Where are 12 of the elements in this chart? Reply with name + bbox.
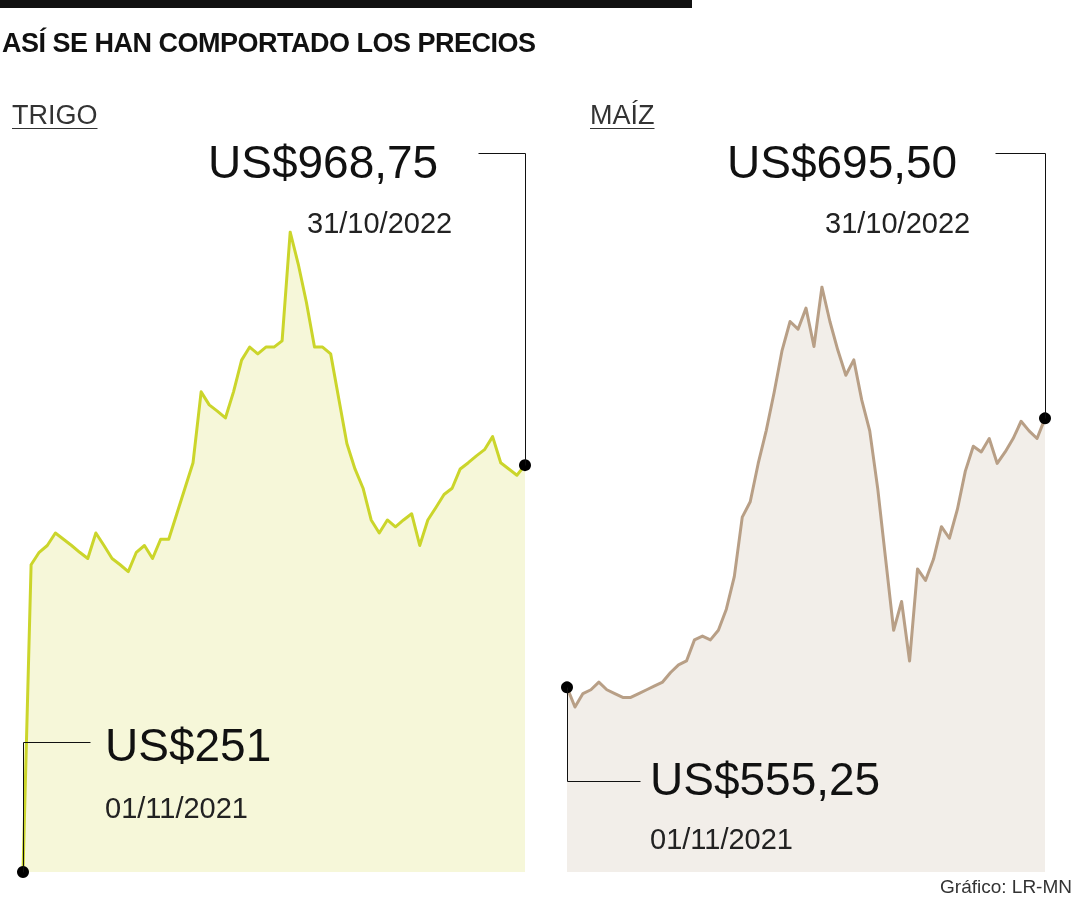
chart-subtitle: MAÍZ (590, 100, 655, 131)
annotation: 01/11/2021 (105, 791, 248, 824)
data-label: US$251 (105, 719, 272, 771)
chart-subtitle: TRIGO (12, 100, 98, 131)
data-label: US$555,25 (650, 753, 881, 806)
chart-title: ASÍ SE HAN COMPORTADO LOS PRECIOS (2, 28, 537, 59)
data-label: US$695,50 (727, 136, 958, 189)
annotation: 31/10/2022 (307, 206, 453, 239)
annotation: 01/11/2021 (650, 822, 793, 855)
data-label: US$968,75 (208, 136, 439, 189)
text: 31/10/2022 (825, 206, 971, 239)
annotation: Gráfico: LR-MN (940, 876, 1073, 897)
